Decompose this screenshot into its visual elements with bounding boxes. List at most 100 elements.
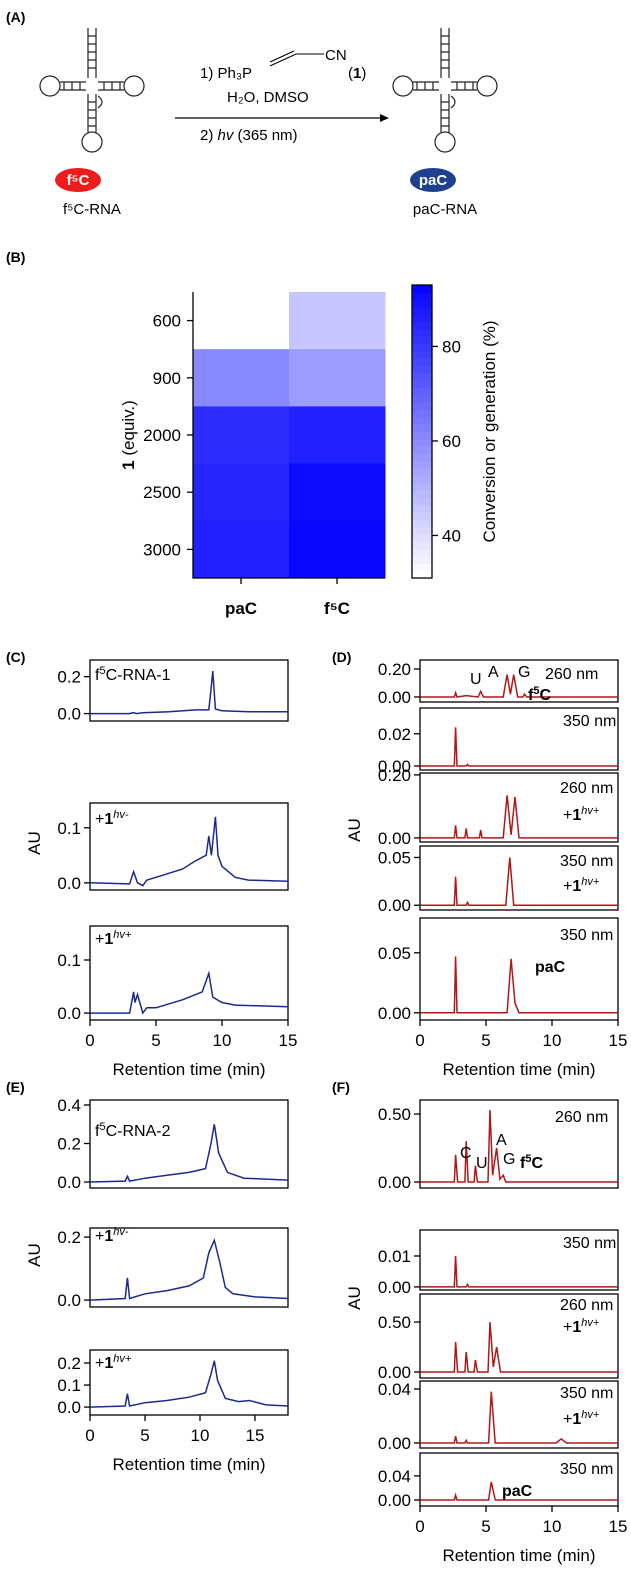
plot-frame <box>419 845 619 911</box>
text-part: 5 <box>99 1121 105 1133</box>
text-part: f <box>528 687 534 704</box>
text-part: C <box>539 687 551 704</box>
y-tick-label: 0.50 <box>378 1313 411 1332</box>
annotation: 350 nm <box>563 1235 616 1252</box>
colorbar-step <box>412 431 432 440</box>
text-part: 1 <box>104 1355 113 1372</box>
text-part: C <box>531 1155 543 1172</box>
plot-frame <box>89 659 289 722</box>
colorbar-title: Conversion or generation (%) <box>480 320 499 542</box>
annotation: G <box>518 664 530 681</box>
text-part: + <box>563 1411 572 1428</box>
heat-cell <box>193 463 290 522</box>
x-tick-label: 5 <box>151 1031 160 1050</box>
y-axis-title: AU <box>25 831 44 855</box>
f5c-marker <box>55 168 101 192</box>
y-tick-label: 0.00 <box>378 1363 411 1382</box>
text-part: A <box>496 1132 507 1149</box>
y-tick-label: 0.00 <box>378 1491 411 1510</box>
text-part: 260 nm <box>555 1109 608 1126</box>
annotation: G <box>503 1151 515 1168</box>
text-part: 350 nm <box>560 927 613 944</box>
annotation: +1hv- <box>95 1226 129 1245</box>
text-part: 1 <box>104 811 113 828</box>
text-part: 1 <box>572 807 581 824</box>
y-tick-label: 0.00 <box>378 688 411 707</box>
text-part: f <box>520 1155 526 1172</box>
ylide-bond <box>269 50 324 67</box>
x-axis-title: Retention time (min) <box>112 1060 265 1079</box>
text-part: hv- <box>113 1226 129 1238</box>
text-part: 1 <box>119 460 138 469</box>
annotation: U <box>476 1155 488 1172</box>
text-part: paC <box>502 1483 533 1500</box>
plot-frame <box>419 1229 619 1291</box>
plot-frame <box>89 1349 289 1416</box>
x-tick-label: 10 <box>191 1426 210 1445</box>
x-tick-label: 15 <box>279 1031 298 1050</box>
trace <box>90 970 289 1015</box>
annotation: A <box>496 1132 507 1149</box>
annotation: +1hv+ <box>95 1353 132 1372</box>
plot-frame <box>419 1380 619 1449</box>
colorbar-step <box>412 336 432 345</box>
y-tick-label: 0.0 <box>57 874 81 893</box>
x-tick-label: 0 <box>415 1517 424 1536</box>
colorbar-step <box>412 306 432 315</box>
text-part: 260 nm <box>545 666 598 683</box>
text-part: C-RNA-2 <box>106 1123 171 1140</box>
colorbar-step <box>412 402 432 411</box>
annotation: 260 nm <box>560 1297 613 1314</box>
y-tick-label: 600 <box>153 312 181 331</box>
y-tick-label: 0.00 <box>378 829 411 848</box>
text-part: 2) <box>200 127 218 144</box>
panel-label: (E) <box>6 1079 25 1095</box>
text-part: G <box>518 664 530 681</box>
text-part: + <box>563 807 572 824</box>
colorbar-step <box>412 504 432 513</box>
f5c-rna-label: f⁵C-RNA <box>63 201 121 218</box>
text-part: U <box>476 1155 488 1172</box>
reagent-number: (1) <box>348 65 366 82</box>
heat-cell <box>289 349 386 407</box>
text-part: 350 nm <box>560 853 613 870</box>
y-tick-label: 2500 <box>143 483 181 502</box>
x-tick-label: 10 <box>543 1031 562 1050</box>
plot-frame <box>419 1293 619 1379</box>
annotation: A <box>488 664 499 681</box>
text-part: + <box>563 878 572 895</box>
y-tick-label: 0.1 <box>57 1376 81 1395</box>
y-tick-label: 0.2 <box>57 1135 81 1154</box>
colorbar-step <box>412 358 432 367</box>
step-2: 2) hv (365 nm) <box>200 127 298 144</box>
y-tick-label: 0.00 <box>378 1004 411 1023</box>
plot-frame <box>89 925 289 1021</box>
text-part: U <box>470 671 482 688</box>
colorbar-step <box>412 438 432 447</box>
annotation: f5C-RNA-2 <box>95 1121 171 1140</box>
text-part: 350 nm <box>560 1385 613 1402</box>
colorbar-step <box>412 563 432 572</box>
colorbar-step <box>412 409 432 418</box>
y-tick-label: 0.02 <box>378 725 411 744</box>
plot-frame <box>419 707 619 771</box>
panel-label: (D) <box>332 649 351 665</box>
annotation: +1hv+ <box>563 876 600 895</box>
trace <box>420 956 618 1014</box>
text-part: + <box>95 1228 104 1245</box>
colorbar-tick-label: 60 <box>442 432 461 451</box>
plot-frame <box>89 1227 289 1308</box>
y-tick-label: 0.0 <box>57 1173 81 1192</box>
annotation: paC <box>502 1483 533 1500</box>
annotation: 350 nm <box>560 1461 613 1478</box>
annotation: U <box>470 671 482 688</box>
y-tick-label: 0.50 <box>378 1105 411 1124</box>
y-axis-title: AU <box>345 1286 364 1310</box>
colorbar-step <box>412 424 432 432</box>
heat-cell <box>193 406 290 465</box>
y-tick-label: 0.00 <box>378 1173 411 1192</box>
y-tick-label: 0.20 <box>378 660 411 679</box>
y-tick-label: 0.05 <box>378 944 411 963</box>
text-part: 260 nm <box>560 1297 613 1314</box>
colorbar-step <box>412 460 432 469</box>
